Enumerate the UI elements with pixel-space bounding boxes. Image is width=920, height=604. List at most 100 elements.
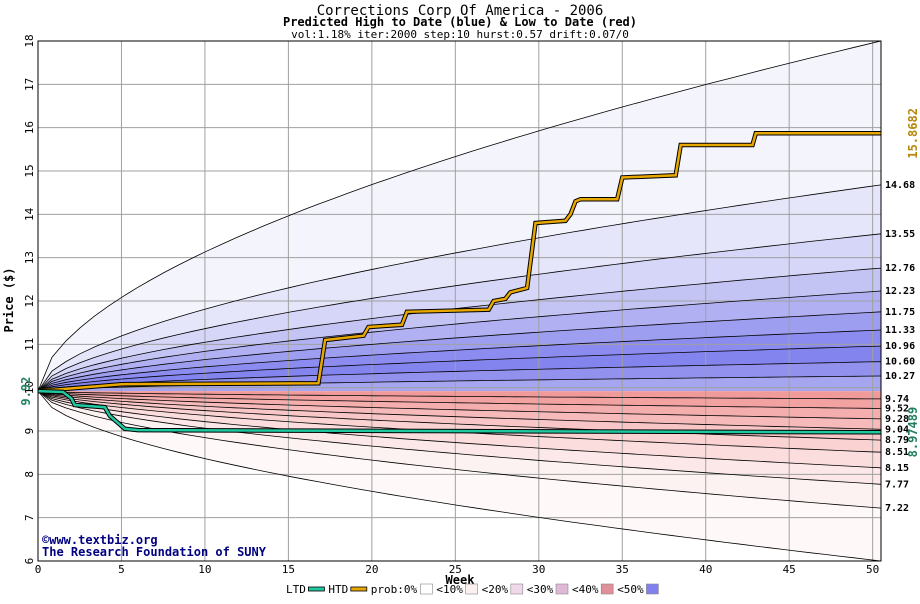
band-boundary-line-12 (37, 390, 882, 430)
band-boundary-line-4 (37, 311, 882, 392)
x-tick-label: 25 (449, 563, 462, 576)
y-tick-label: 7 (23, 514, 36, 521)
ltd-series-line (37, 389, 882, 434)
y-tick-labels: 6 7 8 9 10 11 12 13 14 15 16 17 18 (23, 34, 36, 564)
band-boundary-line-6 (37, 345, 882, 392)
legend-label: <20% (482, 583, 509, 596)
y-tick-label: 13 (23, 251, 36, 264)
ltd-end-value-label: 8.97489 (906, 407, 920, 458)
series-lines (37, 131, 882, 435)
legend-label: <10% (436, 583, 463, 596)
legend-swatch (420, 583, 433, 595)
lower-band-level-label: 8.15 (885, 463, 909, 474)
upper-band-2 (38, 233, 881, 392)
band-boundary-line-17 (37, 390, 882, 509)
lower-band-level-label: 9.74 (885, 394, 909, 405)
lower-band-level-label: 7.77 (885, 479, 909, 490)
band-boundary-line-15 (37, 390, 882, 469)
chart-subtitle: Predicted High to Date (blue) & Low to D… (283, 15, 637, 29)
upper-band-level-label: 10.60 (885, 357, 915, 368)
band-boundary-line-16 (37, 390, 882, 485)
y-tick-label: 17 (23, 78, 36, 91)
y-axis-label: Price ($) (2, 267, 16, 332)
lower-band-7 (38, 391, 881, 485)
upper-band-4 (38, 291, 881, 392)
x-tick-label: 20 (365, 563, 378, 576)
legend-label: <50% (617, 583, 644, 596)
legend: LTD HTD prob:0% <10% <20% <30% <40% <50% (286, 583, 659, 596)
band-boundary-line-3 (37, 290, 882, 392)
x-tick-label: 10 (198, 563, 211, 576)
upper-band-0 (38, 41, 881, 392)
lower-band-level-label: 9.04 (885, 424, 909, 435)
htd-end-value-label: 15.8682 (906, 108, 920, 159)
upper-band-3 (38, 268, 881, 392)
legend-label: LTD (286, 583, 306, 596)
lower-band-9 (38, 391, 881, 561)
y-tick-label: 16 (23, 121, 36, 134)
x-tick-label: 5 (118, 563, 125, 576)
legend-swatch (465, 583, 478, 595)
x-tick-label: 40 (699, 563, 712, 576)
y-tick-label: 6 (23, 558, 36, 565)
y-tick-label: 9 (23, 428, 36, 435)
y-tick-label: 8 (23, 471, 36, 478)
lower-band-level-label: 9.28 (885, 414, 909, 425)
band-boundary-line-7 (37, 361, 882, 392)
band-boundary-line-11 (37, 390, 882, 420)
htd-series-line (37, 132, 881, 392)
band-boundary-line-13 (37, 390, 882, 441)
upper-band-level-label: 10.96 (885, 341, 915, 352)
legend-swatch (555, 583, 569, 595)
legend-label: HTD (328, 583, 348, 596)
legend-swatch (600, 583, 614, 595)
legend-label: prob:0% (371, 583, 418, 596)
x-tick-label: 45 (783, 563, 796, 576)
band-boundary-line-5 (37, 329, 882, 392)
lower-band-4 (38, 391, 881, 441)
x-tick-label: 30 (532, 563, 545, 576)
upper-band-level-label: 11.75 (885, 307, 915, 318)
lower-band-level-label: 8.51 (885, 447, 909, 458)
band-boundary-line-19 (37, 390, 882, 562)
lower-band-level-label: 7.22 (885, 503, 909, 514)
x-tick-labels: 0 5 10 15 20 25 30 35 40 45 50 (35, 563, 880, 576)
x-tick-label: 35 (616, 563, 629, 576)
watermark-url: ©www.textbiz.org (42, 533, 158, 547)
x-tick-label: 15 (282, 563, 295, 576)
x-axis-label: Week (446, 573, 476, 587)
lower-band-level-label: 8.79 (885, 435, 909, 446)
band-boundary-line-18 (37, 40, 882, 392)
legend-label: <30% (527, 583, 554, 596)
upper-band-level-label: 12.23 (885, 286, 915, 297)
lower-band-0 (38, 391, 881, 399)
y-tick-label: 12 (23, 294, 36, 307)
y-tick-label: 18 (23, 34, 36, 47)
band-boundary-line-10 (37, 390, 882, 409)
upper-band-5 (38, 311, 881, 392)
chart-params: vol:1.18% iter:2000 step:10 hurst:0.57 d… (291, 28, 629, 41)
band-boundary-line-0 (37, 184, 882, 392)
lower-band-8 (38, 391, 881, 509)
legend-label: <40% (572, 583, 599, 596)
upper-band-7 (38, 346, 881, 392)
upper-band-level-label: 11.33 (885, 325, 915, 336)
legend-swatch (646, 583, 659, 595)
upper-band-level-label: 14.68 (885, 180, 915, 191)
legend-swatch (510, 583, 524, 595)
y-tick-label: 15 (23, 164, 36, 177)
band-level-labels: 14.68 13.55 12.76 12.23 11.75 11.33 10.96 10.60… (885, 180, 915, 514)
x-tick-label: 0 (35, 563, 42, 576)
legend-swatch (350, 586, 368, 592)
upper-band-level-label: 12.76 (885, 263, 915, 274)
band-boundary-line-1 (37, 233, 882, 392)
plot-frame (37, 40, 882, 562)
start-price-label: 9.92 (19, 377, 33, 406)
lower-band-5 (38, 391, 881, 453)
lower-band-2 (38, 391, 881, 419)
lower-band-1 (38, 391, 881, 409)
x-tick-label: 50 (866, 563, 879, 576)
watermark-org: The Research Foundation of SUNY (42, 545, 267, 559)
chart-title: Corrections Corp Of America - 2006 (317, 3, 604, 19)
